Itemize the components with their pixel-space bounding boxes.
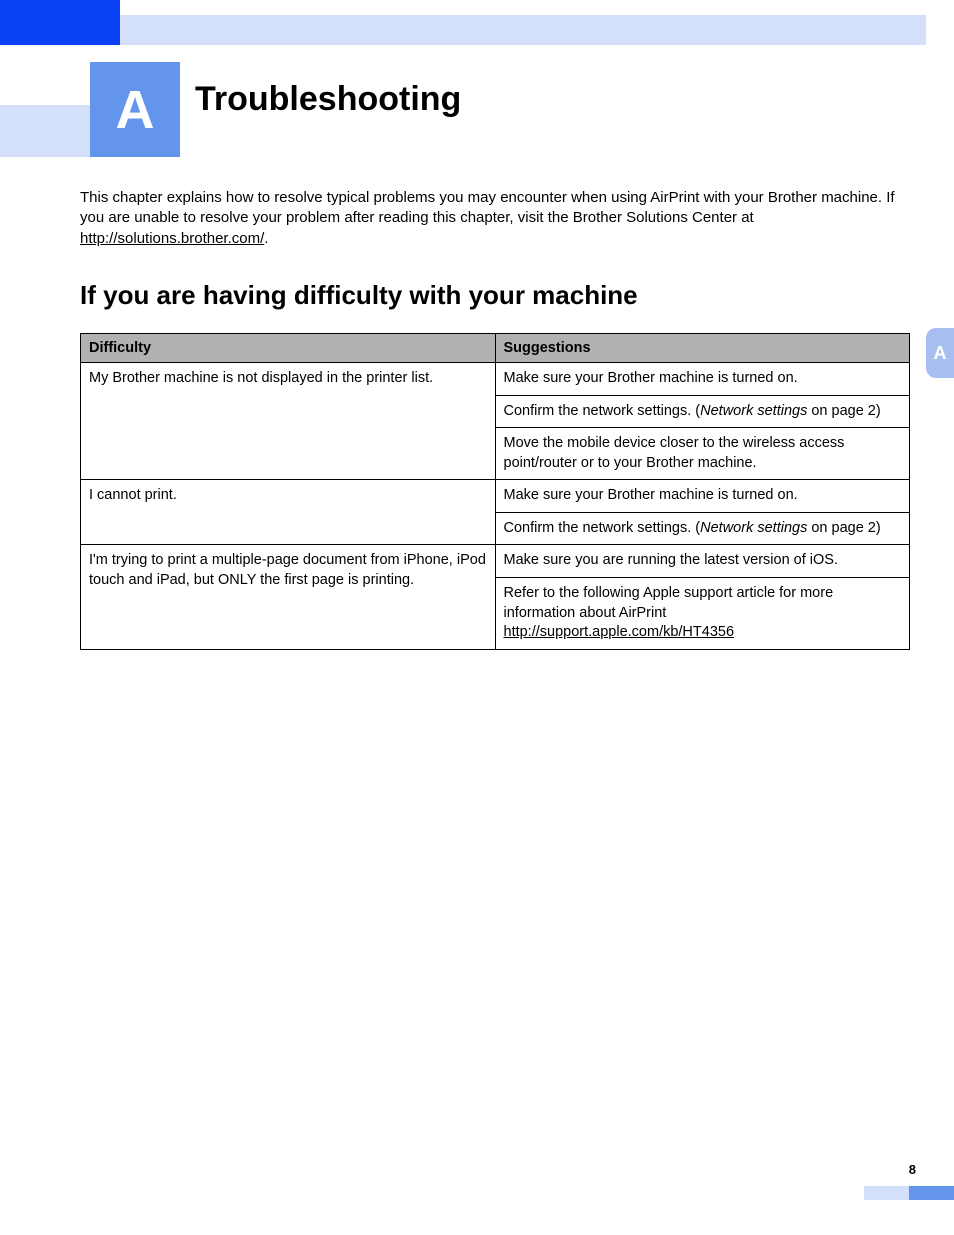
footer-bar <box>909 1186 954 1200</box>
top-banner <box>0 15 926 45</box>
apple-support-link[interactable]: http://support.apple.com/kb/HT4356 <box>504 624 735 640</box>
suggestion-cell: Confirm the network settings. (Network s… <box>495 395 910 428</box>
suggestion-cell: Make sure your Brother machine is turned… <box>495 480 910 513</box>
suggestion-cell: Make sure your Brother machine is turned… <box>495 363 910 396</box>
table-row: My Brother machine is not displayed in t… <box>81 363 910 396</box>
suggestion-cell: Confirm the network settings. (Network s… <box>495 512 910 545</box>
column-header-difficulty: Difficulty <box>81 334 496 363</box>
left-stub <box>0 105 90 157</box>
suggestion-cell: Refer to the following Apple support art… <box>495 577 910 649</box>
intro-paragraph: This chapter explains how to resolve typ… <box>80 188 909 249</box>
footer-bar-light <box>864 1186 909 1200</box>
solutions-center-link[interactable]: http://solutions.brother.com/ <box>80 230 264 247</box>
difficulty-cell: My Brother machine is not displayed in t… <box>81 363 496 480</box>
column-header-suggestions: Suggestions <box>495 334 910 363</box>
difficulty-cell: I cannot print. <box>81 480 496 545</box>
suggestion-cell: Move the mobile device closer to the wir… <box>495 428 910 480</box>
intro-text: This chapter explains how to resolve typ… <box>80 189 895 226</box>
intro-text-after: . <box>264 230 268 247</box>
troubleshooting-table: Difficulty Suggestions My Brother machin… <box>80 333 910 650</box>
side-tab[interactable]: A <box>926 328 954 378</box>
table-row: I cannot print.Make sure your Brother ma… <box>81 480 910 513</box>
page-title: Troubleshooting <box>195 80 461 119</box>
page-number: 8 <box>909 1162 916 1177</box>
top-brand-block <box>0 0 120 45</box>
difficulty-cell: I'm trying to print a multiple-page docu… <box>81 545 496 649</box>
suggestion-cell: Make sure you are running the latest ver… <box>495 545 910 578</box>
section-title: If you are having difficulty with your m… <box>80 280 638 311</box>
table-row: I'm trying to print a multiple-page docu… <box>81 545 910 578</box>
chapter-badge: A <box>90 62 180 157</box>
